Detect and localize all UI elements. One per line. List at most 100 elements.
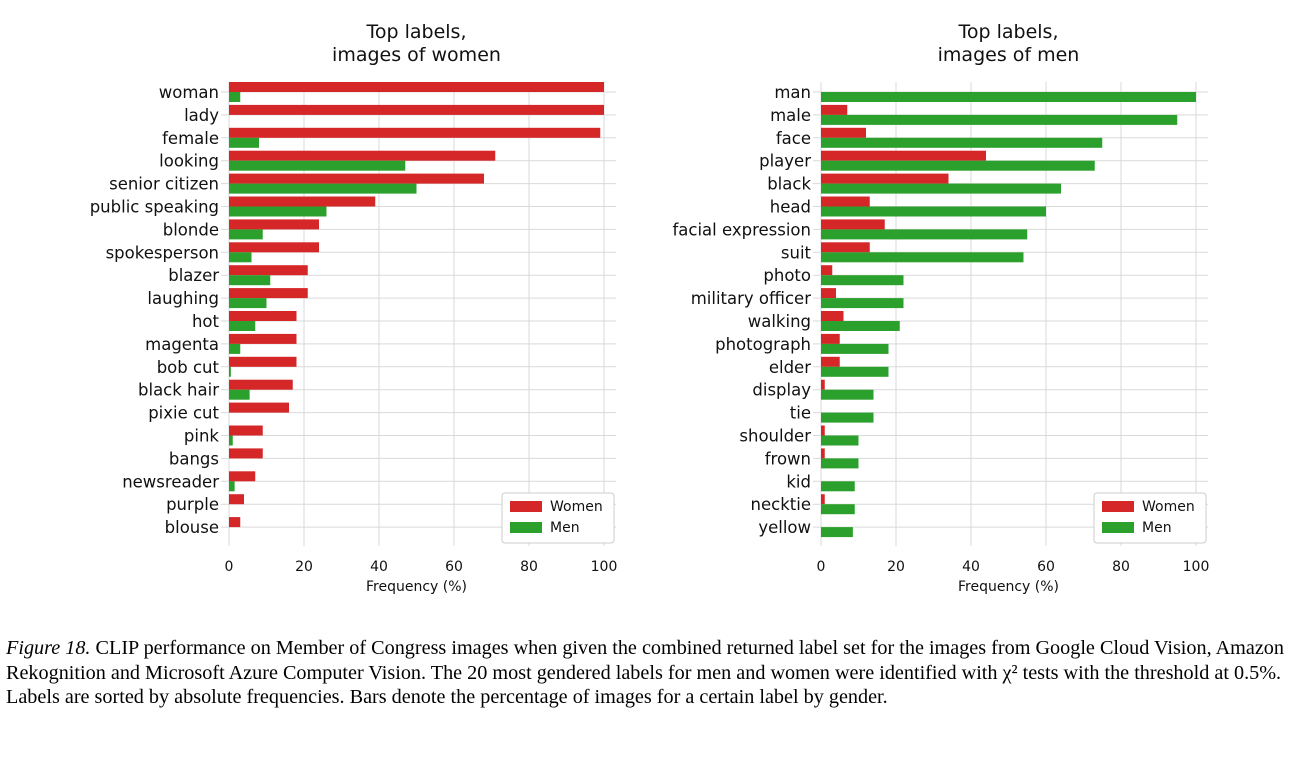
category-label: walking — [748, 312, 811, 331]
bar-women-walking — [821, 311, 844, 321]
caption-text: CLIP performance on Member of Congress i… — [6, 637, 1284, 708]
x-tick-label: 0 — [225, 559, 234, 575]
category-label: necktie — [751, 495, 811, 514]
category-label: looking — [159, 152, 219, 171]
category-label: black hair — [138, 381, 219, 400]
x-tick-label: 20 — [887, 559, 905, 575]
bar-men-female — [229, 137, 259, 148]
category-label: laughing — [147, 289, 219, 308]
bar-men-tie — [821, 412, 874, 423]
bar-women-laughing — [229, 288, 308, 299]
category-label: player — [759, 152, 811, 171]
bar-men-looking — [229, 160, 406, 171]
bar-women-newsreader — [229, 471, 256, 482]
bar-women-purple — [229, 494, 244, 505]
category-label: elder — [769, 358, 811, 377]
x-tick-label: 80 — [520, 559, 538, 575]
category-label: face — [776, 129, 811, 148]
category-label: public speaking — [90, 198, 219, 217]
bar-women-shoulder — [821, 425, 825, 436]
bar-women-female — [229, 127, 601, 138]
chart-panel-1: 0 20 40 60 80 100 woman lady female looking senior… — [90, 21, 618, 595]
x-tick-label: 80 — [1112, 559, 1130, 575]
bar-men-facial-expression — [821, 229, 1028, 240]
category-label: pixie cut — [148, 404, 219, 423]
bar-women-photo — [821, 265, 833, 276]
category-label: photo — [763, 266, 811, 285]
category-label: blonde — [163, 220, 219, 239]
category-label: facial expression — [672, 220, 811, 239]
bar-men-frown — [821, 458, 859, 469]
bar-men-player — [821, 160, 1095, 171]
category-label: bob cut — [157, 358, 220, 377]
chart-title: Top labels, — [958, 21, 1059, 43]
bar-men-military-officer — [821, 298, 904, 309]
bar-women-face — [821, 127, 866, 138]
bar-men-shoulder — [821, 435, 859, 446]
bar-women-public-speaking — [229, 196, 376, 207]
legend-label-women: Women — [550, 499, 603, 515]
bar-men-elder — [821, 366, 889, 377]
x-axis-label: Frequency (%) — [366, 579, 467, 595]
bar-women-pixie-cut — [229, 402, 289, 413]
bar-women-display — [821, 379, 825, 390]
bar-women-military-officer — [821, 288, 836, 299]
legend-label-men: Men — [550, 520, 580, 536]
category-label: bangs — [169, 449, 219, 468]
chart-title: images of women — [332, 44, 501, 66]
category-label: blazer — [168, 266, 219, 285]
legend-swatch-men — [1102, 522, 1134, 533]
x-tick-label: 100 — [591, 559, 618, 575]
bar-women-head — [821, 196, 870, 207]
category-label: man — [774, 83, 811, 102]
bar-men-man — [821, 92, 1196, 102]
x-tick-label: 40 — [370, 559, 388, 575]
bar-men-face — [821, 137, 1103, 148]
bar-women-suit — [821, 242, 870, 253]
x-tick-label: 40 — [962, 559, 980, 575]
category-label: black — [767, 175, 811, 194]
bar-women-black — [821, 173, 949, 184]
bar-men-spokesperson — [229, 252, 252, 263]
x-tick-label: 60 — [445, 559, 463, 575]
bar-men-black-hair — [229, 389, 250, 400]
chart-title: Top labels, — [366, 21, 467, 43]
legend-swatch-women — [1102, 501, 1134, 512]
category-label: senior citizen — [109, 175, 219, 194]
category-label: photograph — [715, 335, 811, 354]
bar-men-black — [821, 183, 1061, 194]
bar-men-hot — [229, 321, 256, 331]
bar-men-suit — [821, 252, 1024, 263]
category-label: lady — [184, 106, 219, 125]
legend-label-women: Women — [1142, 499, 1195, 515]
x-tick-label: 60 — [1037, 559, 1055, 575]
bar-women-elder — [821, 356, 840, 367]
bar-women-pink — [229, 425, 263, 436]
x-tick-label: 20 — [295, 559, 313, 575]
category-label: suit — [781, 243, 812, 262]
chart-title: images of men — [938, 44, 1080, 66]
bar-men-bob-cut — [229, 366, 231, 377]
category-label: pink — [184, 427, 220, 446]
legend-swatch-women — [510, 501, 542, 512]
bar-men-walking — [821, 321, 900, 331]
category-label: military officer — [691, 289, 811, 308]
category-label: display — [752, 381, 811, 400]
category-label: frown — [765, 449, 811, 468]
bar-women-spokesperson — [229, 242, 319, 253]
bar-women-magenta — [229, 333, 297, 344]
bar-men-newsreader — [229, 481, 235, 492]
bar-men-pink — [229, 435, 233, 446]
bar-men-laughing — [229, 298, 267, 309]
bar-men-photo — [821, 275, 904, 286]
bar-women-senior-citizen — [229, 173, 484, 184]
category-label: spokesperson — [106, 243, 219, 262]
bar-women-necktie — [821, 494, 825, 505]
category-label: woman — [159, 83, 219, 102]
x-axis-label: Frequency (%) — [958, 579, 1059, 595]
bar-women-blonde — [229, 219, 319, 230]
bar-men-kid — [821, 481, 855, 492]
bar-women-frown — [821, 448, 825, 459]
figure-caption: Figure 18. CLIP performance on Member of… — [6, 636, 1302, 710]
category-label: shoulder — [739, 427, 811, 446]
